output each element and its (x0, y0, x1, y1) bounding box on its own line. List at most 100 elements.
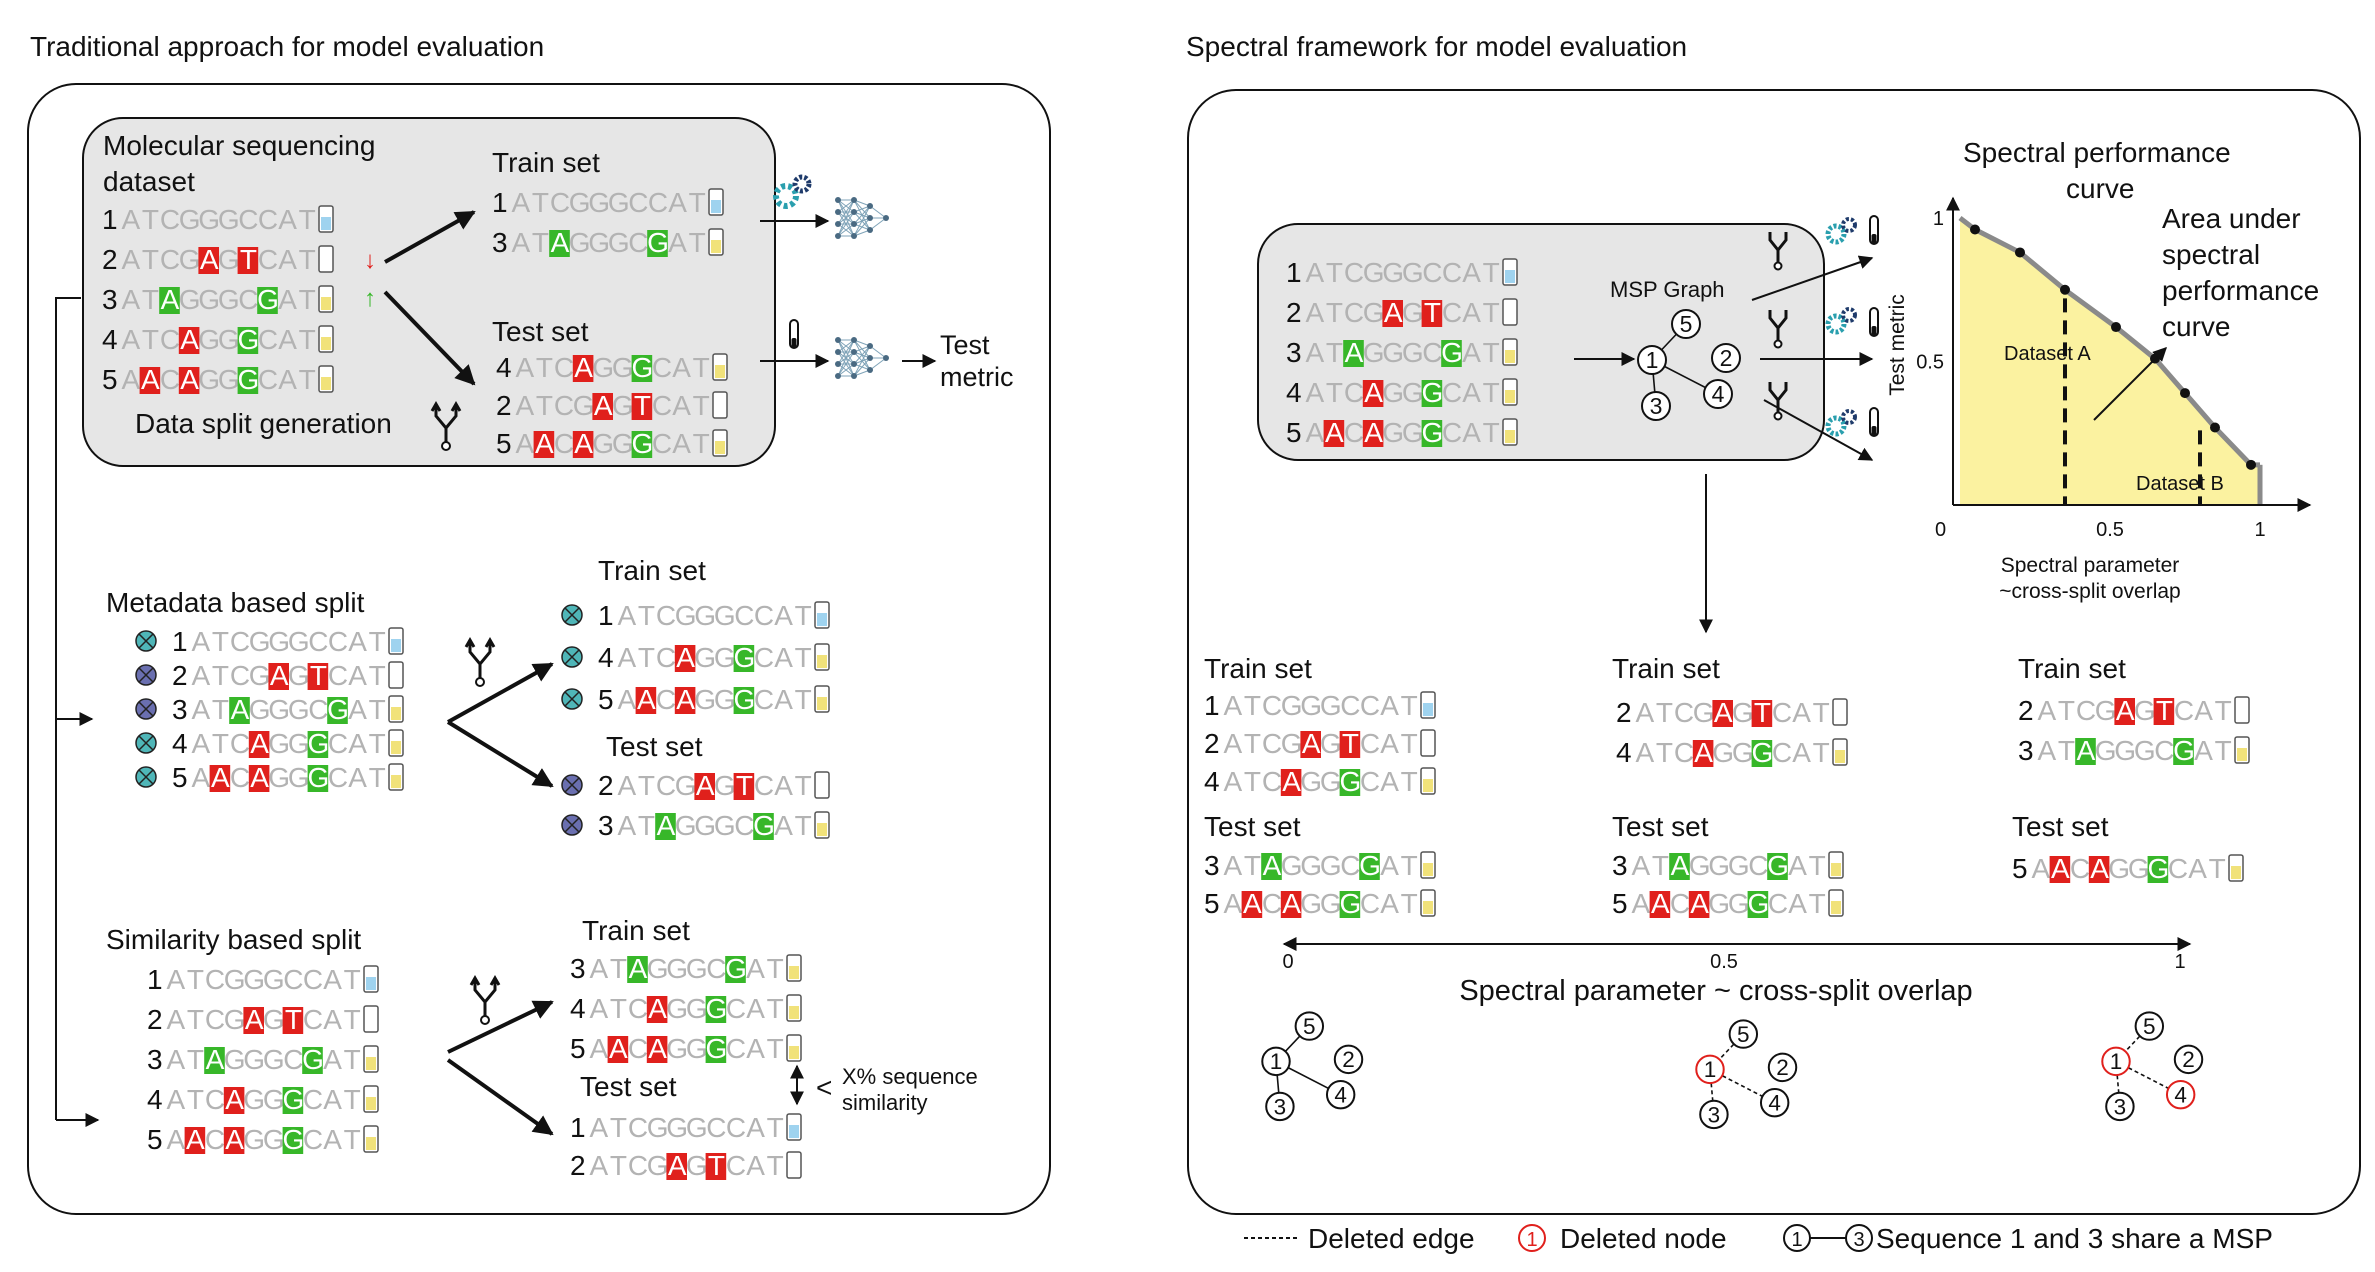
base-letter: A (1380, 728, 1399, 759)
base-letter: G (327, 694, 349, 725)
msp-graph-split-1: 51 2 3 4 (1261, 1011, 1364, 1122)
base-letter: T (212, 626, 229, 657)
base-letter: A (1671, 850, 1690, 881)
sequence-row: 2 A T CG A G T C A T (1286, 297, 1518, 328)
base-letter: T (795, 642, 812, 673)
base-highlight (1751, 740, 1773, 767)
base-highlight (1280, 769, 1302, 796)
base-letter: C (1344, 377, 1364, 408)
legend-share-label: Sequence 1 and 3 share a MSP (1876, 1223, 2273, 1254)
chart-x-tick: 1 (2254, 519, 2265, 541)
base-letter: G (1402, 377, 1424, 408)
base-highlight (2049, 856, 2071, 883)
auc-label-1: Area under (2162, 203, 2301, 234)
curve-point (2246, 459, 2256, 470)
base-letter: C (160, 204, 180, 235)
base-letter: T (693, 428, 710, 459)
base-letter: T (610, 1150, 627, 1181)
base-letter: A (774, 600, 793, 631)
base-letter: A (1462, 257, 1481, 288)
base-letter: A (191, 660, 210, 691)
vial-icon (712, 429, 728, 457)
base-highlight (1649, 891, 1671, 918)
base-letter: G (238, 324, 260, 355)
base-letter: C (726, 993, 746, 1024)
msp-node-label: 5 (2143, 1014, 2156, 1039)
base-letter: T (1401, 888, 1418, 919)
sequence-row: 2 A T CG A G T C A T (147, 1004, 379, 1035)
base-highlight (705, 1153, 727, 1180)
base-letter: A (348, 694, 367, 725)
base-letter: G (612, 390, 634, 421)
base-letter: A (270, 660, 289, 691)
base-letter: A (121, 324, 140, 355)
base-letter: A (1380, 850, 1399, 881)
sequence-number: 2 (570, 1150, 586, 1181)
base-letter: A (617, 600, 636, 631)
base-letter: A (278, 204, 297, 235)
msp-node-2 (1767, 1052, 1798, 1083)
base-highlight (178, 327, 200, 354)
base-highlight (655, 813, 676, 840)
base-letter: C (328, 660, 348, 691)
vial-icon (318, 245, 334, 273)
base-letter: A (746, 1112, 765, 1143)
base-letter: C (648, 187, 668, 218)
base-letter: G (1767, 850, 1789, 881)
sequence-number: 2 (172, 660, 188, 691)
base-highlight (1339, 769, 1361, 796)
vial-icon (1828, 851, 1844, 879)
base-letter: G (249, 694, 271, 725)
split3-test-label: Test set (2012, 811, 2109, 842)
bottom-axis-tick-mid: 0.5 (1710, 951, 1738, 973)
base-letter: G (592, 352, 614, 383)
sequence-number: 4 (598, 642, 614, 673)
base-letter: A (1631, 850, 1650, 881)
base-letter: A (166, 1084, 185, 1115)
base-letter: C (328, 626, 348, 657)
base-highlight (647, 230, 668, 257)
msp-node-5 (1728, 1019, 1759, 1049)
base-letter: C (1670, 888, 1690, 919)
base-letter: A (2077, 735, 2096, 766)
base-letter: T (1483, 297, 1500, 328)
sequence-row: 2 A T CG A G T C A T (561, 770, 830, 801)
base-letter: A (2037, 695, 2056, 726)
msp-node-label: 1 (1704, 1057, 1717, 1082)
base-letter: G (263, 1124, 285, 1155)
vial-icon (1502, 378, 1518, 406)
vial-icon (1502, 258, 1518, 286)
base-letter: A (1305, 337, 1324, 368)
sequence-number: 3 (598, 810, 614, 841)
base-highlight (2088, 856, 2110, 883)
msp-node-label: 1 (2110, 1049, 2123, 1074)
base-letter: A (245, 1004, 264, 1035)
base-letter: C (754, 684, 774, 715)
arrow-msp-split-1 (1751, 255, 1874, 301)
test-tube-icon-2 (1869, 307, 1879, 337)
legend-share-node-3 (1845, 1224, 1873, 1252)
base-letter: G (2108, 853, 2130, 884)
base-letter: T (1244, 766, 1261, 797)
base-letter: C (1340, 690, 1360, 721)
curve-point (2060, 284, 2070, 295)
base-highlight (533, 431, 555, 458)
base-letter: A (166, 964, 185, 995)
base-letter: T (1483, 377, 1500, 408)
chart-y-label: Test metric (1886, 294, 1909, 396)
base-highlight (1300, 731, 1321, 758)
base-highlight (178, 367, 200, 394)
base-letter: G (198, 324, 220, 355)
base-letter: T (1244, 728, 1261, 759)
performance-curve (1958, 216, 2260, 468)
